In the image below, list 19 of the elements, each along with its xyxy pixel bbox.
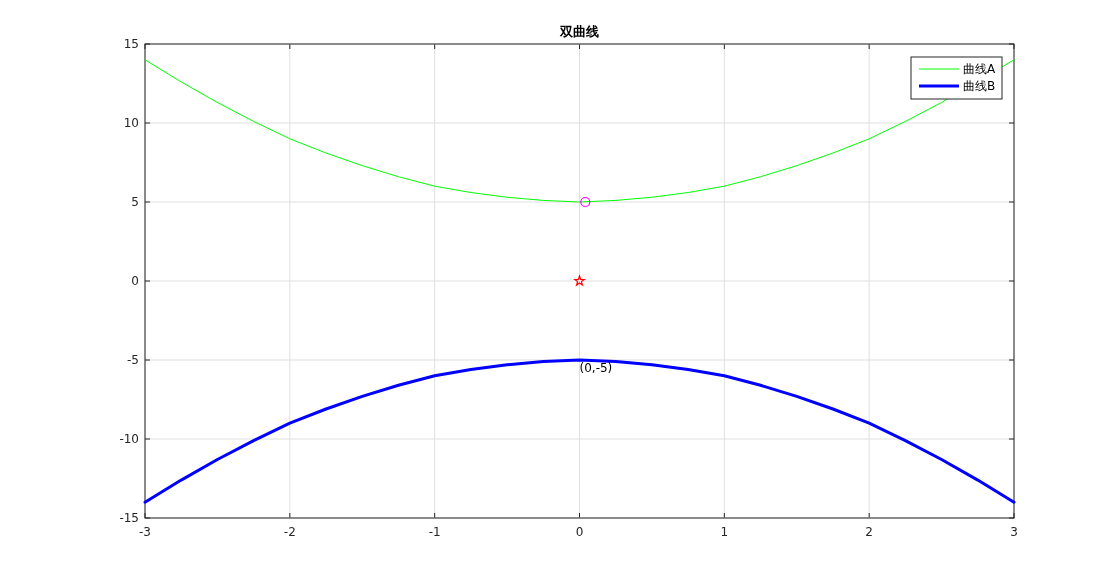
x-tick-label: 3 — [1010, 525, 1018, 539]
chart-title: 双曲线 — [559, 24, 599, 39]
y-tick-label: 5 — [131, 195, 139, 209]
y-tick-label: -10 — [119, 432, 139, 446]
y-tick-label: 15 — [123, 37, 139, 51]
x-tick-label: -1 — [428, 525, 441, 539]
legend-label: 曲线A — [963, 62, 996, 76]
line-series — [143, 358, 1016, 504]
y-tick-label: 10 — [123, 116, 139, 130]
y-tick-label: -5 — [127, 353, 139, 367]
x-tick-label: -3 — [139, 525, 151, 539]
y-tick-label: -15 — [119, 511, 139, 525]
legend-label: 曲线B — [963, 79, 996, 93]
x-tick-label: 0 — [575, 525, 584, 539]
x-tick-label: 1 — [720, 525, 729, 539]
x-tick-label: 2 — [865, 525, 873, 539]
annotation: (0,-5) — [579, 360, 613, 375]
y-tick-label: 0 — [131, 274, 139, 288]
x-tick-label: -2 — [283, 525, 296, 539]
